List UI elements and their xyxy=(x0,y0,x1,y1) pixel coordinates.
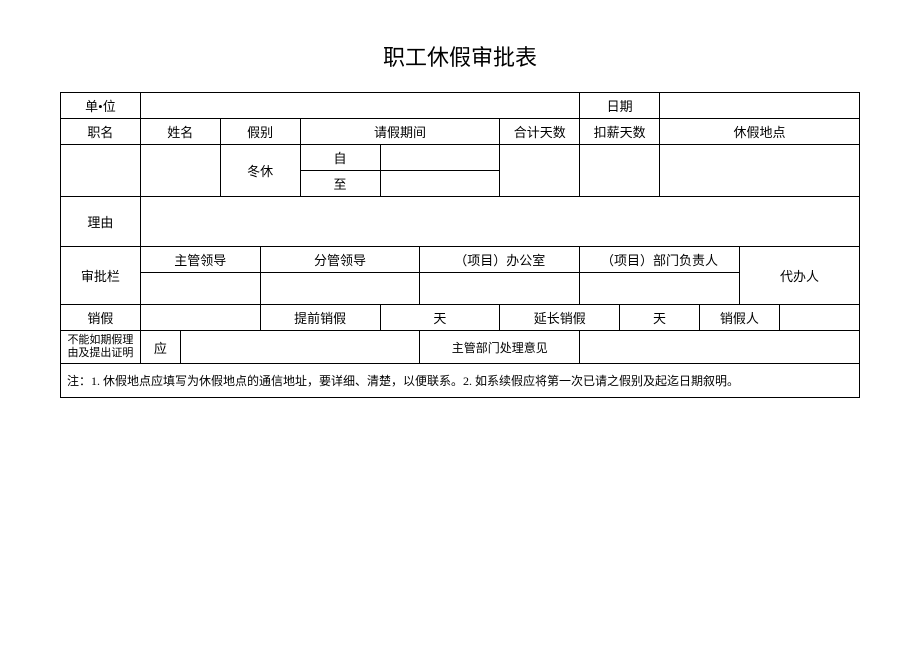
to-value xyxy=(380,171,500,197)
unit-value xyxy=(140,93,579,119)
deputy-value xyxy=(260,273,420,305)
totaldays-label: 合计天数 xyxy=(500,119,580,145)
period-label: 请假期间 xyxy=(300,119,500,145)
name-value xyxy=(140,145,220,197)
days1-label: 天 xyxy=(380,305,500,331)
opinion-value xyxy=(580,331,860,364)
opinion-label: 主管部门处理意见 xyxy=(420,331,580,364)
note-text: 注：1. 休假地点应填写为休假地点的通信地址，要详细、清楚，以便联系。2. 如系… xyxy=(61,364,860,398)
location-value xyxy=(660,145,860,197)
name-label: 姓名 xyxy=(140,119,220,145)
office-label: （项目）办公室 xyxy=(420,247,580,273)
deductdays-value xyxy=(580,145,660,197)
winter-leave: 冬休 xyxy=(220,145,300,197)
unable-label: 不能如期假理由及提出证明 xyxy=(61,331,141,364)
cancel-person-value xyxy=(779,305,859,331)
date-value xyxy=(660,93,860,119)
deductdays-label: 扣薪天数 xyxy=(580,119,660,145)
office-value xyxy=(420,273,580,305)
date-label: 日期 xyxy=(580,93,660,119)
form-title: 职工休假审批表 xyxy=(60,40,860,72)
cancel-blank1 xyxy=(140,305,260,331)
supervisor-value xyxy=(140,273,260,305)
reason-value xyxy=(140,197,859,247)
approval-label: 审批栏 xyxy=(61,247,141,305)
unable-value xyxy=(180,331,420,364)
deputy-label: 分管领导 xyxy=(260,247,420,273)
agent-label: 代办人 xyxy=(739,247,859,305)
from-label: 自 xyxy=(300,145,380,171)
reason-label: 理由 xyxy=(61,197,141,247)
to-label: 至 xyxy=(300,171,380,197)
depthead-label: （项目）部门负责人 xyxy=(580,247,740,273)
from-value xyxy=(380,145,500,171)
days2-label: 天 xyxy=(620,305,700,331)
jobname-value xyxy=(61,145,141,197)
supervisor-label: 主管领导 xyxy=(140,247,260,273)
unit-label: 单•位 xyxy=(61,93,141,119)
totaldays-value xyxy=(500,145,580,197)
approval-table: 单•位 日期 职名 姓名 假别 请假期间 合计天数 扣薪天数 休假地点 冬休 自… xyxy=(60,92,860,398)
jobname-label: 职名 xyxy=(61,119,141,145)
cancel-person-label: 销假人 xyxy=(700,305,780,331)
leavetype-label: 假别 xyxy=(220,119,300,145)
depthead-value xyxy=(580,273,740,305)
unable-mid: 应 xyxy=(140,331,180,364)
extend-label: 延长销假 xyxy=(500,305,620,331)
early-cancel-label: 提前销假 xyxy=(260,305,380,331)
location-label: 休假地点 xyxy=(660,119,860,145)
cancel-label: 销假 xyxy=(61,305,141,331)
